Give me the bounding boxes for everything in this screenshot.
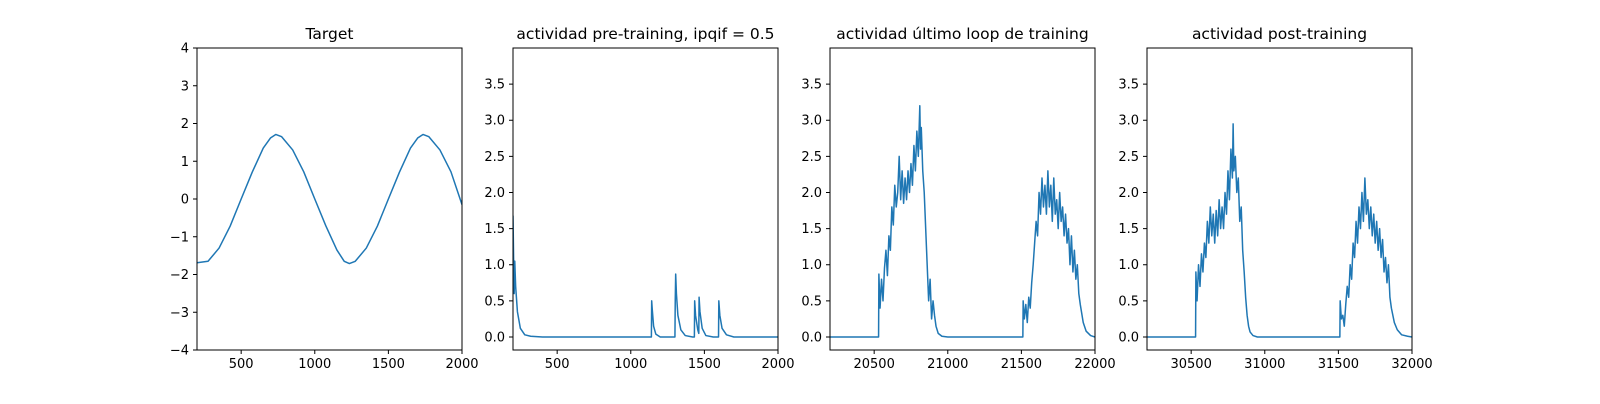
y-tick-label: 1.0 xyxy=(1118,258,1139,273)
chart-title: actividad último loop de training xyxy=(836,25,1088,43)
y-tick-label: 0.0 xyxy=(484,330,505,345)
y-tick-label: 2.0 xyxy=(801,186,822,201)
y-tick-label: 3.0 xyxy=(801,114,822,129)
axes-frame xyxy=(512,47,779,351)
series-line-1 xyxy=(830,105,1095,338)
x-tick-label: 31500 xyxy=(1318,357,1359,372)
y-tick-label: −1 xyxy=(170,230,189,245)
y-tick-label: 0.0 xyxy=(801,330,822,345)
series-line-1 xyxy=(1147,123,1412,338)
y-tick-label: 2.0 xyxy=(1118,186,1139,201)
x-tick-label: 22000 xyxy=(1074,357,1115,372)
x-tick-label: 20500 xyxy=(853,357,894,372)
y-tick-label: 1 xyxy=(181,155,189,170)
y-tick-label: 1.5 xyxy=(484,222,505,237)
x-tick-label: 21500 xyxy=(1001,357,1042,372)
y-tick-label: 0.5 xyxy=(1118,294,1139,309)
subplot-4: 30500 31000 31500 32000 0.0 0.5 1.0 1.5 2.0 2.5 3.… xyxy=(1118,25,1432,372)
y-tick-label: 1.0 xyxy=(801,258,822,273)
subplot-3: 20500 21000 21500 22000 0.0 0.5 1.0 1.5 2.0 2.5 3.… xyxy=(801,25,1115,372)
y-tick-label: 0.5 xyxy=(801,294,822,309)
y-tick-label: −2 xyxy=(170,268,189,283)
series-line-1 xyxy=(513,215,778,338)
x-tick-label: 2000 xyxy=(761,357,794,372)
x-tick-label: 2000 xyxy=(445,357,478,372)
chart-title: Target xyxy=(305,25,354,43)
y-tick-label: 1.5 xyxy=(801,222,822,237)
y-tick-label: 3.0 xyxy=(484,114,505,129)
y-tick-label: 0 xyxy=(181,193,189,208)
y-tick-label: 0.0 xyxy=(1118,330,1139,345)
y-tick-label: 4 xyxy=(181,42,189,57)
chart-title: actividad pre-training, ipqif = 0.5 xyxy=(516,25,774,43)
y-tick-label: 3.5 xyxy=(1118,78,1139,93)
y-tick-label: 0.5 xyxy=(484,294,505,309)
x-tick-label: 31000 xyxy=(1244,357,1285,372)
y-tick-label: 1.0 xyxy=(484,258,505,273)
x-tick-label: 30500 xyxy=(1170,357,1211,372)
axes-frame xyxy=(829,47,1096,351)
series-line-1 xyxy=(197,133,462,265)
y-tick-label: 2 xyxy=(181,117,189,132)
y-tick-label: 2.5 xyxy=(484,150,505,165)
y-tick-label: 3 xyxy=(181,79,189,94)
x-tick-label: 1000 xyxy=(298,357,331,372)
x-tick-label: 1000 xyxy=(614,357,647,372)
x-tick-label: 1500 xyxy=(688,357,721,372)
chart-title: actividad post-training xyxy=(1192,25,1367,43)
x-tick-label: 32000 xyxy=(1391,357,1432,372)
y-tick-label: 3.0 xyxy=(1118,114,1139,129)
x-tick-label: 500 xyxy=(229,357,254,372)
y-tick-label: −3 xyxy=(170,306,189,321)
x-tick-label: 1500 xyxy=(372,357,405,372)
axes-frame xyxy=(1146,47,1413,351)
subplot-1: 500 1000 1500 2000 −4 −3 −2 −1 0 1 2 3 4 Target xyxy=(170,25,479,372)
y-tick-label: 2.5 xyxy=(801,150,822,165)
x-tick-label: 500 xyxy=(545,357,570,372)
subplot-2: 500 1000 1500 2000 0.0 0.5 1.0 1.5 2.0 2.5 3.0 3.5 a… xyxy=(484,25,794,372)
axes-frame xyxy=(196,47,463,351)
y-tick-label: 1.5 xyxy=(1118,222,1139,237)
y-tick-label: 2.5 xyxy=(1118,150,1139,165)
y-tick-label: 3.5 xyxy=(801,78,822,93)
y-tick-label: 3.5 xyxy=(484,78,505,93)
x-tick-label: 21000 xyxy=(927,357,968,372)
y-tick-label: −4 xyxy=(170,344,189,359)
y-tick-label: 2.0 xyxy=(484,186,505,201)
